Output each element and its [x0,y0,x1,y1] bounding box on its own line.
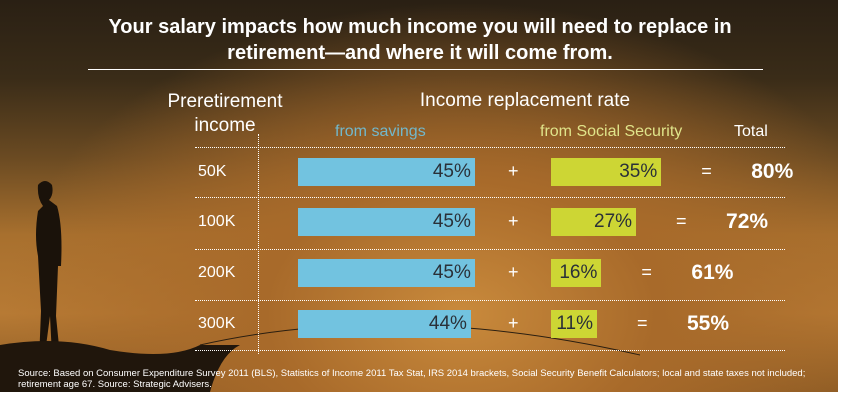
title-rule [88,69,763,70]
savings-bar: 45% [298,259,475,287]
row-divider [195,300,785,301]
row-divider [195,147,785,148]
savings-bar: 45% [298,158,475,186]
total-value: 80% [751,160,794,183]
row-divider [195,197,785,198]
chart-title: Your salary impacts how much income you … [108,16,732,64]
equals-sign: = [676,211,687,231]
total-value: 55% [687,312,730,335]
ss-bar: 27% [551,208,637,236]
source-note: Source: Based on Consumer Expenditure Su… [18,368,806,390]
ss-bar: 35% [551,158,662,186]
ss-bar: 11% [551,310,597,338]
plus-sign: + [508,262,519,282]
ss-bar: 16% [551,259,602,287]
plus-sign: + [508,161,519,181]
column-divider [258,134,259,354]
header-rate: Income replacement rate [419,90,631,111]
income-label: 300K [198,315,236,332]
header-total: Total [734,123,768,140]
plus-sign: + [508,313,519,333]
row-divider [195,249,785,250]
header-ss: from Social Security [540,123,683,140]
equals-sign: = [701,161,712,181]
fisherman-silhouette [0,181,641,392]
plus-sign: + [508,211,519,231]
income-label: 200K [198,264,236,281]
savings-bar: 44% [298,310,471,338]
equals-sign: = [637,313,648,333]
header-income: Preretirement income [167,91,283,136]
header-savings: from savings [335,123,426,140]
savings-bar: 45% [298,208,475,236]
total-value: 72% [726,210,769,233]
income-label: 100K [198,213,236,230]
row-divider [195,350,785,351]
equals-sign: = [641,262,652,282]
income-label: 50K [198,163,227,180]
total-value: 61% [691,261,734,284]
